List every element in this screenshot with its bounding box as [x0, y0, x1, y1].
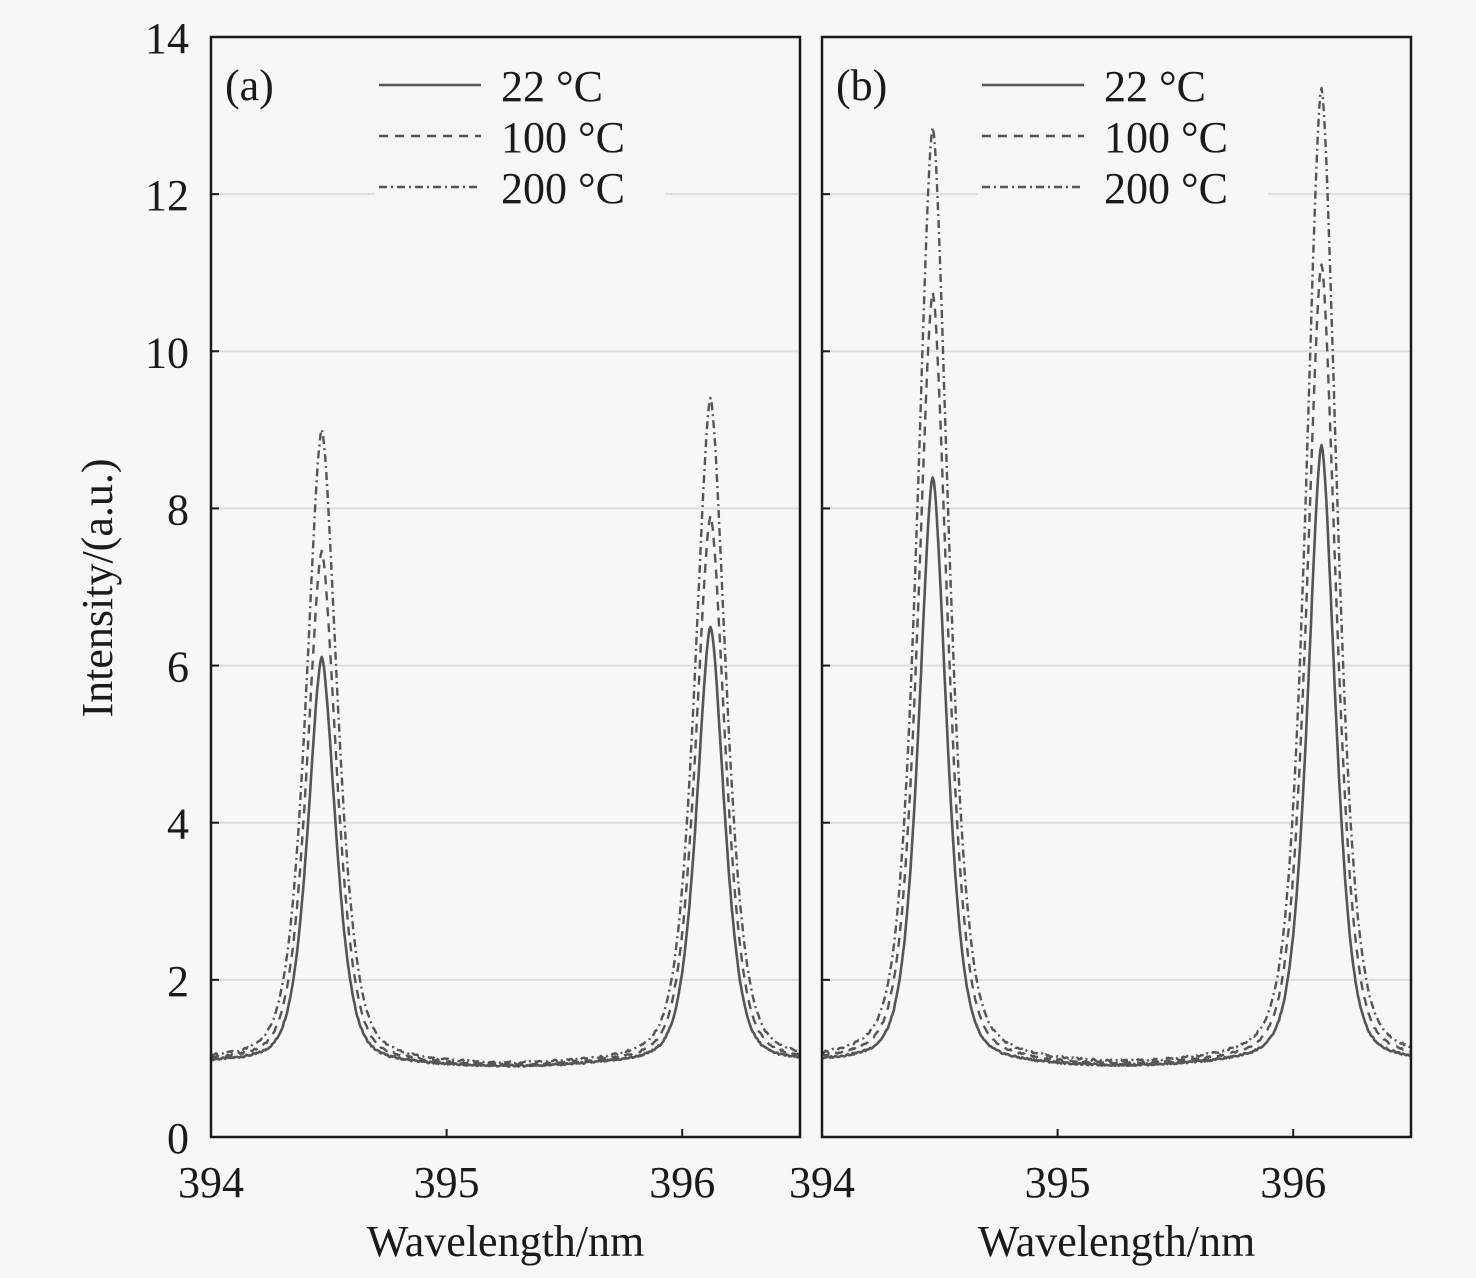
- y-axis-label: Intensity/(a.u.): [73, 458, 122, 717]
- series-line-200c: [821, 86, 1412, 1063]
- y-tick-label: 14: [145, 14, 189, 63]
- plot-frame: [820, 35, 1413, 1139]
- legend-label: 200 °C: [1104, 164, 1228, 213]
- legend-background: [375, 153, 665, 203]
- y-tick-label: 6: [167, 643, 189, 692]
- legend-background: [978, 153, 1268, 203]
- plot-frame: [209, 35, 802, 1139]
- series-line-200c: [210, 396, 801, 1065]
- legend-background: [978, 102, 1268, 152]
- y-tick-label: 8: [167, 485, 189, 534]
- series-line-22c: [209, 625, 801, 1068]
- y-tick-label: 4: [167, 800, 189, 849]
- x-tick-label: 395: [1025, 1158, 1091, 1207]
- legend-background: [978, 51, 1268, 101]
- legend-label: 200 °C: [501, 164, 625, 213]
- x-tick-label: 396: [1260, 1158, 1326, 1207]
- series-line-100c: [821, 263, 1412, 1065]
- y-tick-label: 10: [145, 328, 189, 377]
- x-tick-label: 396: [649, 1158, 715, 1207]
- y-tick-label: 0: [167, 1114, 189, 1163]
- series-line-22c: [821, 443, 1412, 1068]
- x-axis-label: Wavelength/nm: [367, 1217, 645, 1266]
- panel-label: (a): [225, 61, 274, 110]
- legend-background: [375, 102, 665, 152]
- y-tick-label: 2: [167, 957, 189, 1006]
- x-tick-label: 395: [414, 1158, 480, 1207]
- y-tick-label: 12: [145, 171, 189, 220]
- legend-background: [375, 51, 665, 101]
- x-axis-label: Wavelength/nm: [978, 1217, 1256, 1266]
- x-tick-label: 394: [789, 1158, 855, 1207]
- x-tick-label: 394: [178, 1158, 244, 1207]
- series-line-100c: [210, 514, 801, 1067]
- panel-label: (b): [836, 61, 887, 110]
